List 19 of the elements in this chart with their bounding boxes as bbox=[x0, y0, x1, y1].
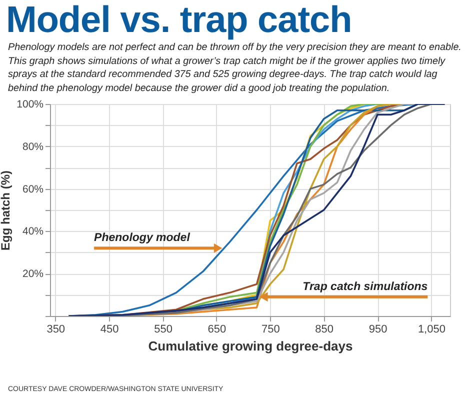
y-tick-label: 40% bbox=[22, 226, 44, 238]
x-tick-label: 1,050 bbox=[418, 324, 446, 336]
x-tick-label: 850 bbox=[315, 324, 334, 336]
x-tick-label: 350 bbox=[46, 324, 66, 336]
y-axis-title: Egg hatch (%) bbox=[0, 170, 13, 250]
x-tick-label: 650 bbox=[208, 324, 226, 336]
x-tick-label: 450 bbox=[100, 324, 119, 336]
x-tick-label: 950 bbox=[368, 324, 388, 336]
annotation: Trap catch simulations bbox=[302, 280, 428, 293]
x-tick-label: 550 bbox=[154, 324, 172, 336]
y-tick-label: 20% bbox=[22, 268, 44, 280]
chart-subtitle: Phenology models are not perfect and can be thrown off by the very precision they are meant to enable. This graph shows simulations of what a grower’s trap catch might be if the grower applies two timely sprays at the standard recommended 375 and 525 growing degree-days. The trap catch would lag behind the phenology model because the grower did a good job treating the population. bbox=[8, 41, 462, 96]
y-tick-label: 100% bbox=[16, 98, 44, 110]
y-tick-label: 80% bbox=[22, 140, 44, 153]
y-tick-label: 60% bbox=[22, 183, 44, 196]
x-axis-title: Cumulative growing degree-days bbox=[148, 338, 353, 354]
chart-title: Model vs. trap catch bbox=[6, 0, 353, 40]
x-tick-label: 750 bbox=[261, 324, 280, 336]
annotation: Phenology model bbox=[94, 232, 191, 244]
